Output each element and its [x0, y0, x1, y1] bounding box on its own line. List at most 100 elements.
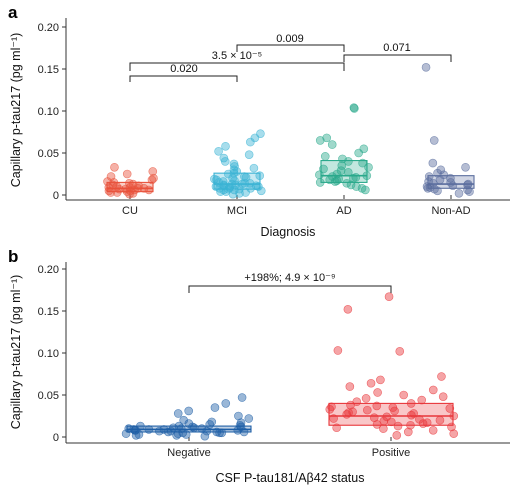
data-point: [364, 162, 373, 172]
panel-b-x-axis-title: CSF P-tau181/Aβ42 status: [216, 471, 365, 485]
data-point: [229, 165, 239, 175]
data-point: [388, 403, 398, 412]
panel-a-y-axis-title: Capillary p-tau217 (pg ml⁻¹): [9, 33, 23, 188]
data-point: [237, 393, 247, 402]
data-point: [329, 414, 338, 423]
x-tick-label: Non-AD: [431, 205, 470, 217]
data-point: [168, 423, 178, 433]
data-point: [349, 103, 359, 112]
data-point: [424, 172, 434, 181]
data-point: [346, 180, 356, 190]
data-point: [236, 418, 246, 428]
data-point: [337, 161, 347, 170]
panel-a-x-ticks: CU MCI AD Non-AD: [122, 195, 471, 217]
data-point: [104, 186, 114, 196]
y-tick-label: 0: [53, 432, 59, 444]
data-point: [214, 147, 223, 156]
data-point: [315, 170, 324, 180]
data-point: [328, 172, 337, 181]
data-point: [449, 411, 459, 421]
data-point: [436, 165, 446, 175]
data-point: [395, 347, 405, 356]
data-point: [438, 392, 448, 401]
y-tick-label: 0.10: [38, 348, 59, 360]
data-point: [256, 186, 266, 196]
data-point: [406, 420, 415, 430]
data-point: [428, 158, 438, 168]
data-point: [351, 173, 361, 182]
data-point: [149, 173, 158, 183]
data-point: [352, 397, 362, 407]
data-point: [174, 421, 184, 431]
x-tick-label: Negative: [167, 447, 210, 459]
data-point: [437, 372, 446, 381]
y-tick-label: 0.20: [38, 22, 59, 34]
data-point: [139, 183, 149, 193]
data-point: [399, 390, 408, 400]
panel-b: b CSF P-tau181/Aβ42 status Capillary p-t…: [8, 247, 510, 485]
panel-a: a Diagnosis Capillary p-tau217 (pg ml⁻¹)…: [8, 3, 510, 239]
data-point: [357, 183, 367, 193]
data-point: [245, 178, 255, 188]
data-point: [373, 388, 382, 397]
data-point: [358, 158, 367, 168]
panel-a-points: [103, 63, 474, 199]
data-point: [421, 63, 431, 72]
y-tick-label: 0.05: [38, 148, 59, 160]
bracket-cu-mci: [129, 75, 238, 82]
data-point: [369, 413, 379, 422]
data-point: [106, 172, 116, 181]
data-point: [122, 169, 132, 179]
data-point: [221, 399, 231, 408]
data-point: [221, 141, 230, 151]
data-point: [144, 185, 154, 195]
panel-a-letter: a: [8, 3, 18, 22]
data-point: [429, 136, 439, 145]
data-point: [415, 415, 424, 424]
panel-a-annotations: 0.020 3.5 × 10⁻⁵ 0.009 0.071: [129, 33, 452, 82]
data-point: [315, 178, 325, 187]
data-point: [379, 424, 388, 433]
pvalue-cu-mci: 0.020: [170, 63, 198, 75]
data-point: [422, 418, 432, 428]
data-point: [125, 178, 134, 188]
data-point: [179, 415, 188, 425]
pvalue-neg-pos: +198%; 4.9 × 10⁻⁹: [244, 272, 335, 284]
data-point: [219, 153, 229, 163]
data-point: [256, 129, 265, 138]
data-point: [332, 423, 341, 433]
data-point: [404, 427, 413, 437]
data-point: [463, 180, 472, 190]
data-point: [148, 167, 158, 176]
panel-b-annotations: +198%; 4.9 × 10⁻⁹: [188, 272, 392, 293]
data-point: [159, 425, 169, 434]
data-point: [315, 136, 325, 145]
y-tick-label: 0.15: [38, 64, 59, 76]
data-point: [433, 168, 442, 178]
panel-a-boxes: [106, 160, 475, 193]
data-point: [210, 174, 219, 184]
y-tick-label: 0.20: [38, 264, 59, 276]
data-point: [363, 405, 372, 415]
y-tick-label: 0.05: [38, 390, 59, 402]
data-point: [366, 378, 376, 388]
x-tick-label: CU: [122, 205, 138, 217]
data-point: [382, 412, 392, 422]
data-point: [255, 171, 265, 180]
panel-b-x-ticks: Negative Positive: [167, 437, 410, 459]
data-point: [343, 168, 353, 177]
data-point: [417, 395, 427, 405]
data-point: [144, 425, 154, 434]
data-point: [322, 133, 332, 143]
data-point: [354, 148, 363, 158]
data-point: [197, 424, 207, 433]
data-point: [428, 425, 438, 435]
data-point: [461, 162, 470, 172]
data-point: [384, 292, 394, 302]
data-point: [333, 346, 343, 355]
data-point: [214, 178, 224, 187]
x-tick-label: Positive: [372, 447, 411, 459]
panel-b-y-axis-title: Capillary p-tau217 (pg ml⁻¹): [9, 275, 23, 430]
data-point: [348, 407, 357, 417]
data-point: [122, 187, 132, 196]
